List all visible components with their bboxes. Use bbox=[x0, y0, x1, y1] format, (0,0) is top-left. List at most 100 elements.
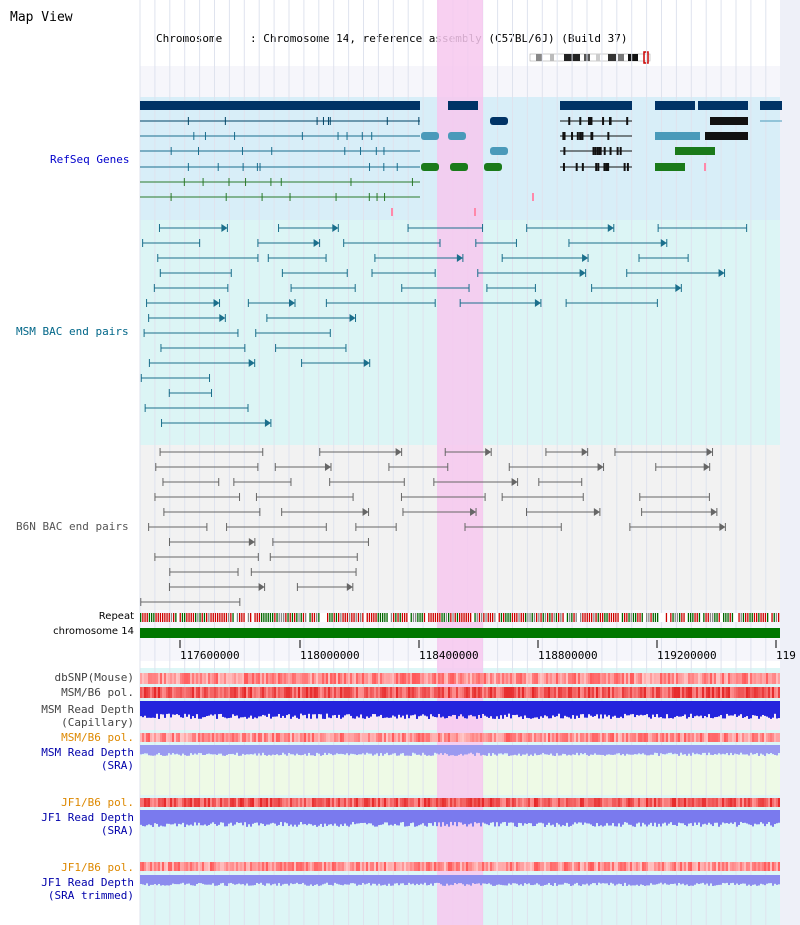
depth-bar bbox=[146, 875, 148, 884]
pol-cell bbox=[354, 733, 356, 742]
depth-bar bbox=[142, 745, 144, 754]
pol-cell bbox=[676, 862, 678, 871]
pol-cell bbox=[490, 798, 492, 807]
depth-bar bbox=[734, 745, 736, 754]
pol-cell bbox=[718, 733, 720, 742]
depth-bar bbox=[684, 745, 686, 755]
pol-cell bbox=[564, 687, 566, 698]
repeat-mark bbox=[236, 613, 239, 622]
pol-cell bbox=[184, 798, 186, 807]
depth-bar bbox=[228, 875, 230, 884]
dbsnp-cell bbox=[600, 673, 602, 684]
depth-bar bbox=[284, 745, 286, 755]
depth-bar bbox=[592, 875, 594, 884]
depth-bar bbox=[260, 701, 262, 717]
repeat-mark bbox=[738, 613, 740, 622]
pol-cell bbox=[544, 798, 546, 807]
depth-bar bbox=[304, 875, 306, 885]
jf1-pol-label-2: JF1/B6 pol. bbox=[61, 861, 134, 874]
depth-bar bbox=[264, 810, 266, 826]
pol-cell bbox=[496, 687, 498, 698]
depth-bar bbox=[518, 701, 520, 718]
repeat-mark bbox=[580, 613, 582, 622]
depth-bar bbox=[610, 810, 612, 826]
depth-bar bbox=[360, 810, 362, 823]
depth-bar bbox=[218, 875, 220, 885]
depth-bar bbox=[572, 810, 574, 825]
pol-cell bbox=[374, 687, 376, 698]
depth-bar bbox=[650, 810, 652, 823]
dbsnp-cell bbox=[142, 673, 144, 684]
repeat-mark bbox=[687, 613, 690, 622]
ruler-tick-1: 117600000 bbox=[180, 649, 240, 662]
depth-bar bbox=[308, 701, 310, 714]
depth-bar bbox=[542, 745, 544, 753]
depth-bar bbox=[202, 701, 204, 718]
depth-bar bbox=[410, 701, 412, 716]
pol-cell bbox=[546, 687, 548, 698]
depth-bar bbox=[420, 810, 422, 825]
depth-bar bbox=[392, 810, 394, 826]
pol-cell bbox=[440, 733, 442, 742]
depth-bar bbox=[496, 875, 498, 885]
depth-bar bbox=[462, 745, 464, 756]
repeat-mark bbox=[184, 613, 186, 622]
pol-cell bbox=[594, 687, 596, 698]
depth-bar bbox=[420, 745, 422, 756]
depth-bar bbox=[164, 745, 166, 756]
pol-cell bbox=[756, 798, 758, 807]
pol-cell bbox=[474, 687, 476, 698]
pol-cell bbox=[458, 862, 460, 871]
pol-cell bbox=[150, 733, 152, 742]
depth-bar bbox=[204, 701, 206, 718]
depth-bar bbox=[416, 701, 418, 719]
pol-cell bbox=[662, 862, 664, 871]
depth-bar bbox=[620, 701, 622, 717]
pol-cell bbox=[320, 798, 322, 807]
pol-cell bbox=[476, 862, 478, 871]
depth-bar bbox=[184, 875, 186, 885]
depth-bar bbox=[190, 875, 192, 886]
repeat-mark bbox=[547, 613, 549, 622]
dbsnp-cell bbox=[512, 673, 514, 684]
repeat-mark bbox=[296, 613, 298, 622]
repeat-mark bbox=[558, 613, 560, 622]
repeat-mark bbox=[307, 613, 309, 622]
pol-cell bbox=[428, 798, 430, 807]
repeat-mark bbox=[448, 613, 450, 622]
depth-bar bbox=[400, 701, 402, 718]
depth-bar bbox=[206, 875, 208, 885]
pol-cell bbox=[180, 687, 182, 698]
depth-bar bbox=[548, 810, 550, 823]
repeat-mark bbox=[661, 613, 663, 622]
dbsnp-cell bbox=[724, 673, 726, 684]
depth-bar bbox=[634, 701, 636, 718]
pol-cell bbox=[398, 687, 400, 698]
pol-cell bbox=[622, 798, 624, 807]
depth-bar bbox=[644, 701, 646, 716]
pol-cell bbox=[418, 687, 420, 698]
chromosome-ideogram[interactable] bbox=[528, 51, 658, 65]
ruler-tick-2: 118000000 bbox=[300, 649, 360, 662]
repeat-mark bbox=[571, 613, 573, 622]
depth-bar bbox=[466, 745, 468, 755]
pol-cell bbox=[758, 862, 760, 871]
depth-bar bbox=[386, 745, 388, 753]
repeat-mark bbox=[516, 613, 518, 622]
dbsnp-cell bbox=[382, 673, 384, 684]
dbsnp-cell bbox=[740, 673, 742, 684]
pol-cell bbox=[372, 687, 374, 698]
dbsnp-cell bbox=[702, 673, 704, 684]
depth-bar bbox=[368, 745, 370, 754]
depth-bar bbox=[438, 701, 440, 714]
depth-bar bbox=[556, 745, 558, 754]
depth-bar bbox=[246, 745, 248, 755]
depth-bar bbox=[636, 745, 638, 755]
repeat-mark bbox=[404, 613, 406, 622]
repeat-mark bbox=[401, 613, 404, 622]
depth-bar bbox=[762, 810, 764, 824]
dbsnp-cell bbox=[474, 673, 476, 684]
dbsnp-cell bbox=[728, 673, 730, 684]
depth-bar bbox=[566, 745, 568, 756]
dbsnp-cell bbox=[224, 673, 226, 684]
